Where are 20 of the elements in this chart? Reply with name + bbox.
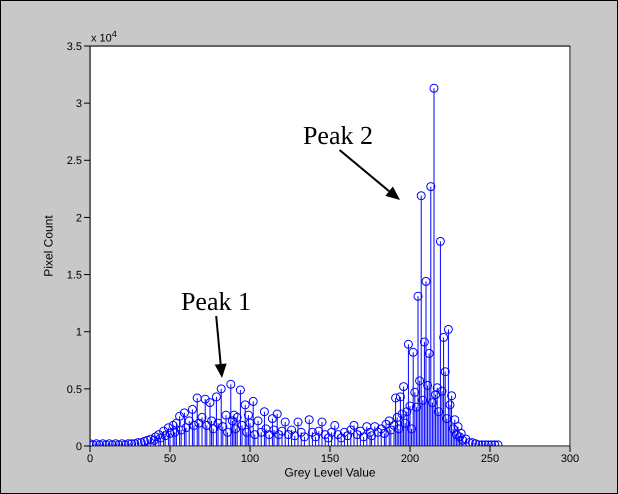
x-tick-label: 150 (320, 452, 340, 465)
annotation: Peak 1 (180, 287, 252, 316)
y-tick-label: 0 (76, 440, 82, 453)
y-tick-label: 2.5 (66, 155, 82, 168)
y-tick-label: 0.5 (66, 384, 82, 396)
y-tick-label: 3 (76, 98, 82, 110)
x-tick-label: 0 (86, 452, 94, 465)
y-tick-label: 1 (76, 326, 82, 339)
chart-subtitle: x 10$^{4}$ (91, 28, 117, 46)
y-tick-label: 3.5 (66, 40, 82, 53)
x-tick-label: 250 (480, 452, 500, 465)
annotation: Peak 2 (302, 121, 374, 150)
x-tick-label: 200 (400, 452, 420, 465)
x-tick-label: 50 (164, 452, 176, 465)
y-tick-label: 2 (76, 212, 82, 224)
y-tick-label: 1.5 (66, 269, 82, 282)
x-tick-label: 300 (560, 452, 580, 465)
x-tick-label: 100 (240, 452, 260, 465)
y-axis-title: Pixel Count (41, 214, 56, 277)
x-axis-title: Grey Level Value (284, 466, 376, 480)
